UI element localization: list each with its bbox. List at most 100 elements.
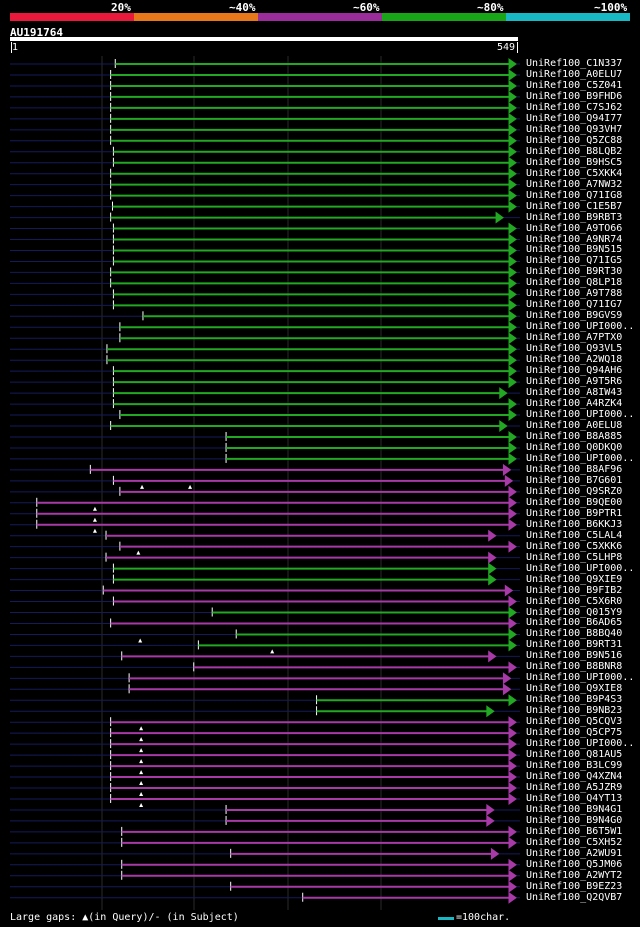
hit-label[interactable]: UniRef100_B9HSC5 (526, 156, 623, 168)
hit-label[interactable]: UniRef100_B9QE00 (526, 496, 623, 508)
hit-row[interactable] (10, 606, 520, 619)
hit-row[interactable] (10, 101, 520, 114)
hit-label[interactable]: UniRef100_A7NW32 (526, 178, 623, 190)
hit-label[interactable]: UniRef100_Q4YT13 (526, 792, 623, 804)
hit-label[interactable]: UniRef100_B9NB23 (526, 705, 623, 717)
hit-label[interactable]: UniRef100_B8LQB2 (526, 145, 623, 157)
hit-row[interactable] (10, 771, 520, 784)
hit-row[interactable] (10, 858, 520, 871)
hit-label[interactable]: UniRef100_B6KKJ3 (526, 518, 623, 530)
hit-label[interactable]: UniRef100_A7PTX0 (526, 332, 623, 344)
hit-label[interactable]: UniRef100_Q71IG5 (526, 255, 623, 267)
hit-label[interactable]: UniRef100_C5LAL4 (526, 529, 623, 541)
hit-label[interactable]: UniRef100_UPI000.. (526, 672, 635, 684)
hit-row[interactable] (10, 156, 520, 169)
hit-row[interactable] (10, 880, 520, 893)
hit-row[interactable] (10, 518, 520, 531)
hit-row[interactable] (10, 343, 520, 356)
hit-row[interactable] (10, 551, 520, 564)
hit-row[interactable] (10, 354, 520, 367)
hit-label[interactable]: UniRef100_C1N337 (526, 58, 623, 69)
hit-row[interactable] (10, 431, 520, 443)
hit-label[interactable]: UniRef100_C1E5B7 (526, 200, 623, 212)
hit-row[interactable] (10, 58, 520, 70)
hit-label[interactable]: UniRef100_B8BQ40 (526, 628, 623, 640)
hit-label[interactable]: UniRef100_B9N516 (526, 650, 623, 662)
hit-label[interactable]: UniRef100_Q71IG8 (526, 189, 623, 201)
hit-label[interactable]: UniRef100_A5JZR9 (526, 782, 623, 794)
hit-row[interactable] (10, 244, 520, 257)
hit-label[interactable]: UniRef100_C7SJ62 (526, 101, 623, 113)
hit-label[interactable]: UniRef100_B9EZ23 (526, 880, 623, 892)
hit-label[interactable]: UniRef100_UPI000.. (526, 738, 635, 750)
hit-row[interactable] (10, 650, 520, 663)
hit-label[interactable]: UniRef100_A0ELU7 (526, 68, 623, 80)
hit-label[interactable]: UniRef100_C5Z041 (526, 79, 623, 91)
hit-label[interactable]: UniRef100_C5X6R0 (526, 595, 623, 607)
hit-row[interactable] (10, 211, 520, 224)
hit-row[interactable] (10, 420, 520, 432)
hit-row[interactable] (10, 584, 520, 597)
hit-row[interactable] (10, 365, 520, 378)
hit-row[interactable] (10, 661, 520, 674)
hit-row[interactable] (10, 222, 520, 235)
hit-label[interactable]: UniRef100_C5LHP8 (526, 551, 623, 563)
hit-row[interactable] (10, 529, 520, 542)
hit-row[interactable] (10, 869, 520, 882)
hit-label[interactable]: UniRef100_B9RT30 (526, 266, 623, 278)
hit-label[interactable]: UniRef100_B9N4G0 (526, 814, 623, 826)
hit-row[interactable] (10, 123, 520, 136)
hit-label[interactable]: UniRef100_Q5JM06 (526, 858, 623, 870)
hit-row[interactable] (10, 310, 520, 323)
hit-label[interactable]: UniRef100_Q2QVB7 (526, 891, 623, 903)
hit-label[interactable]: UniRef100_B9GVS9 (526, 310, 623, 322)
hit-row[interactable] (10, 255, 520, 268)
hit-label[interactable]: UniRef100_Q4XZN4 (526, 771, 623, 783)
hit-row[interactable] (10, 409, 520, 422)
hit-row[interactable] (10, 299, 520, 312)
hit-row[interactable] (10, 112, 520, 125)
hit-row[interactable] (10, 562, 520, 575)
hit-row[interactable] (10, 782, 520, 794)
hit-label[interactable]: UniRef100_B9P4S3 (526, 694, 623, 706)
hit-label[interactable]: UniRef100_A2WYT2 (526, 869, 623, 881)
hit-row[interactable] (10, 485, 520, 498)
hit-label[interactable]: UniRef100_B9RBT3 (526, 211, 623, 223)
hit-row[interactable] (10, 727, 520, 740)
hit-row[interactable] (10, 672, 520, 685)
hit-label[interactable]: UniRef100_Q9XIE8 (526, 683, 623, 695)
hit-row[interactable] (10, 825, 520, 838)
hit-row[interactable] (10, 847, 520, 860)
hit-row[interactable] (10, 540, 520, 553)
hit-row[interactable] (10, 814, 520, 827)
hit-label[interactable]: UniRef100_C5XKK4 (526, 167, 623, 179)
hit-label[interactable]: UniRef100_A9T788 (526, 288, 623, 300)
hit-row[interactable] (10, 452, 520, 465)
hit-label[interactable]: UniRef100_Q8LP18 (526, 277, 623, 289)
hit-label[interactable]: UniRef100_B8A885 (526, 430, 623, 442)
hit-row[interactable] (10, 793, 520, 805)
hit-row[interactable] (10, 617, 520, 630)
hit-row[interactable] (10, 387, 520, 400)
hit-label[interactable]: UniRef100_UPI000.. (526, 562, 635, 574)
hit-label[interactable]: UniRef100_A0ELU8 (526, 420, 623, 431)
hit-row[interactable] (10, 628, 520, 641)
hit-row[interactable] (10, 507, 520, 520)
hit-label[interactable]: UniRef100_UPI000.. (526, 409, 635, 421)
hit-label[interactable]: UniRef100_B6T5W1 (526, 825, 623, 837)
hit-label[interactable]: UniRef100_B9N4G1 (526, 803, 623, 815)
hit-row[interactable] (10, 167, 520, 180)
hit-label[interactable]: UniRef100_UPI000.. (526, 321, 635, 333)
hit-label[interactable]: UniRef100_Q93VH7 (526, 123, 623, 135)
hit-row[interactable] (10, 200, 520, 213)
hit-label[interactable]: UniRef100_B8AF96 (526, 463, 623, 475)
hit-label[interactable]: UniRef100_A2WQ18 (526, 354, 623, 366)
hit-label[interactable]: UniRef100_B6AD65 (526, 617, 623, 629)
hit-label[interactable]: UniRef100_A4RZK4 (526, 398, 623, 410)
hit-label[interactable]: UniRef100_Q94AH6 (526, 365, 623, 377)
hit-row[interactable] (10, 595, 520, 608)
hit-label[interactable]: UniRef100_A9TO66 (526, 222, 623, 234)
hit-label[interactable]: UniRef100_Q94I77 (526, 112, 623, 124)
hit-label[interactable]: UniRef100_A9T5R6 (526, 376, 623, 388)
hit-label[interactable]: UniRef100_Q5CQV3 (526, 716, 623, 728)
